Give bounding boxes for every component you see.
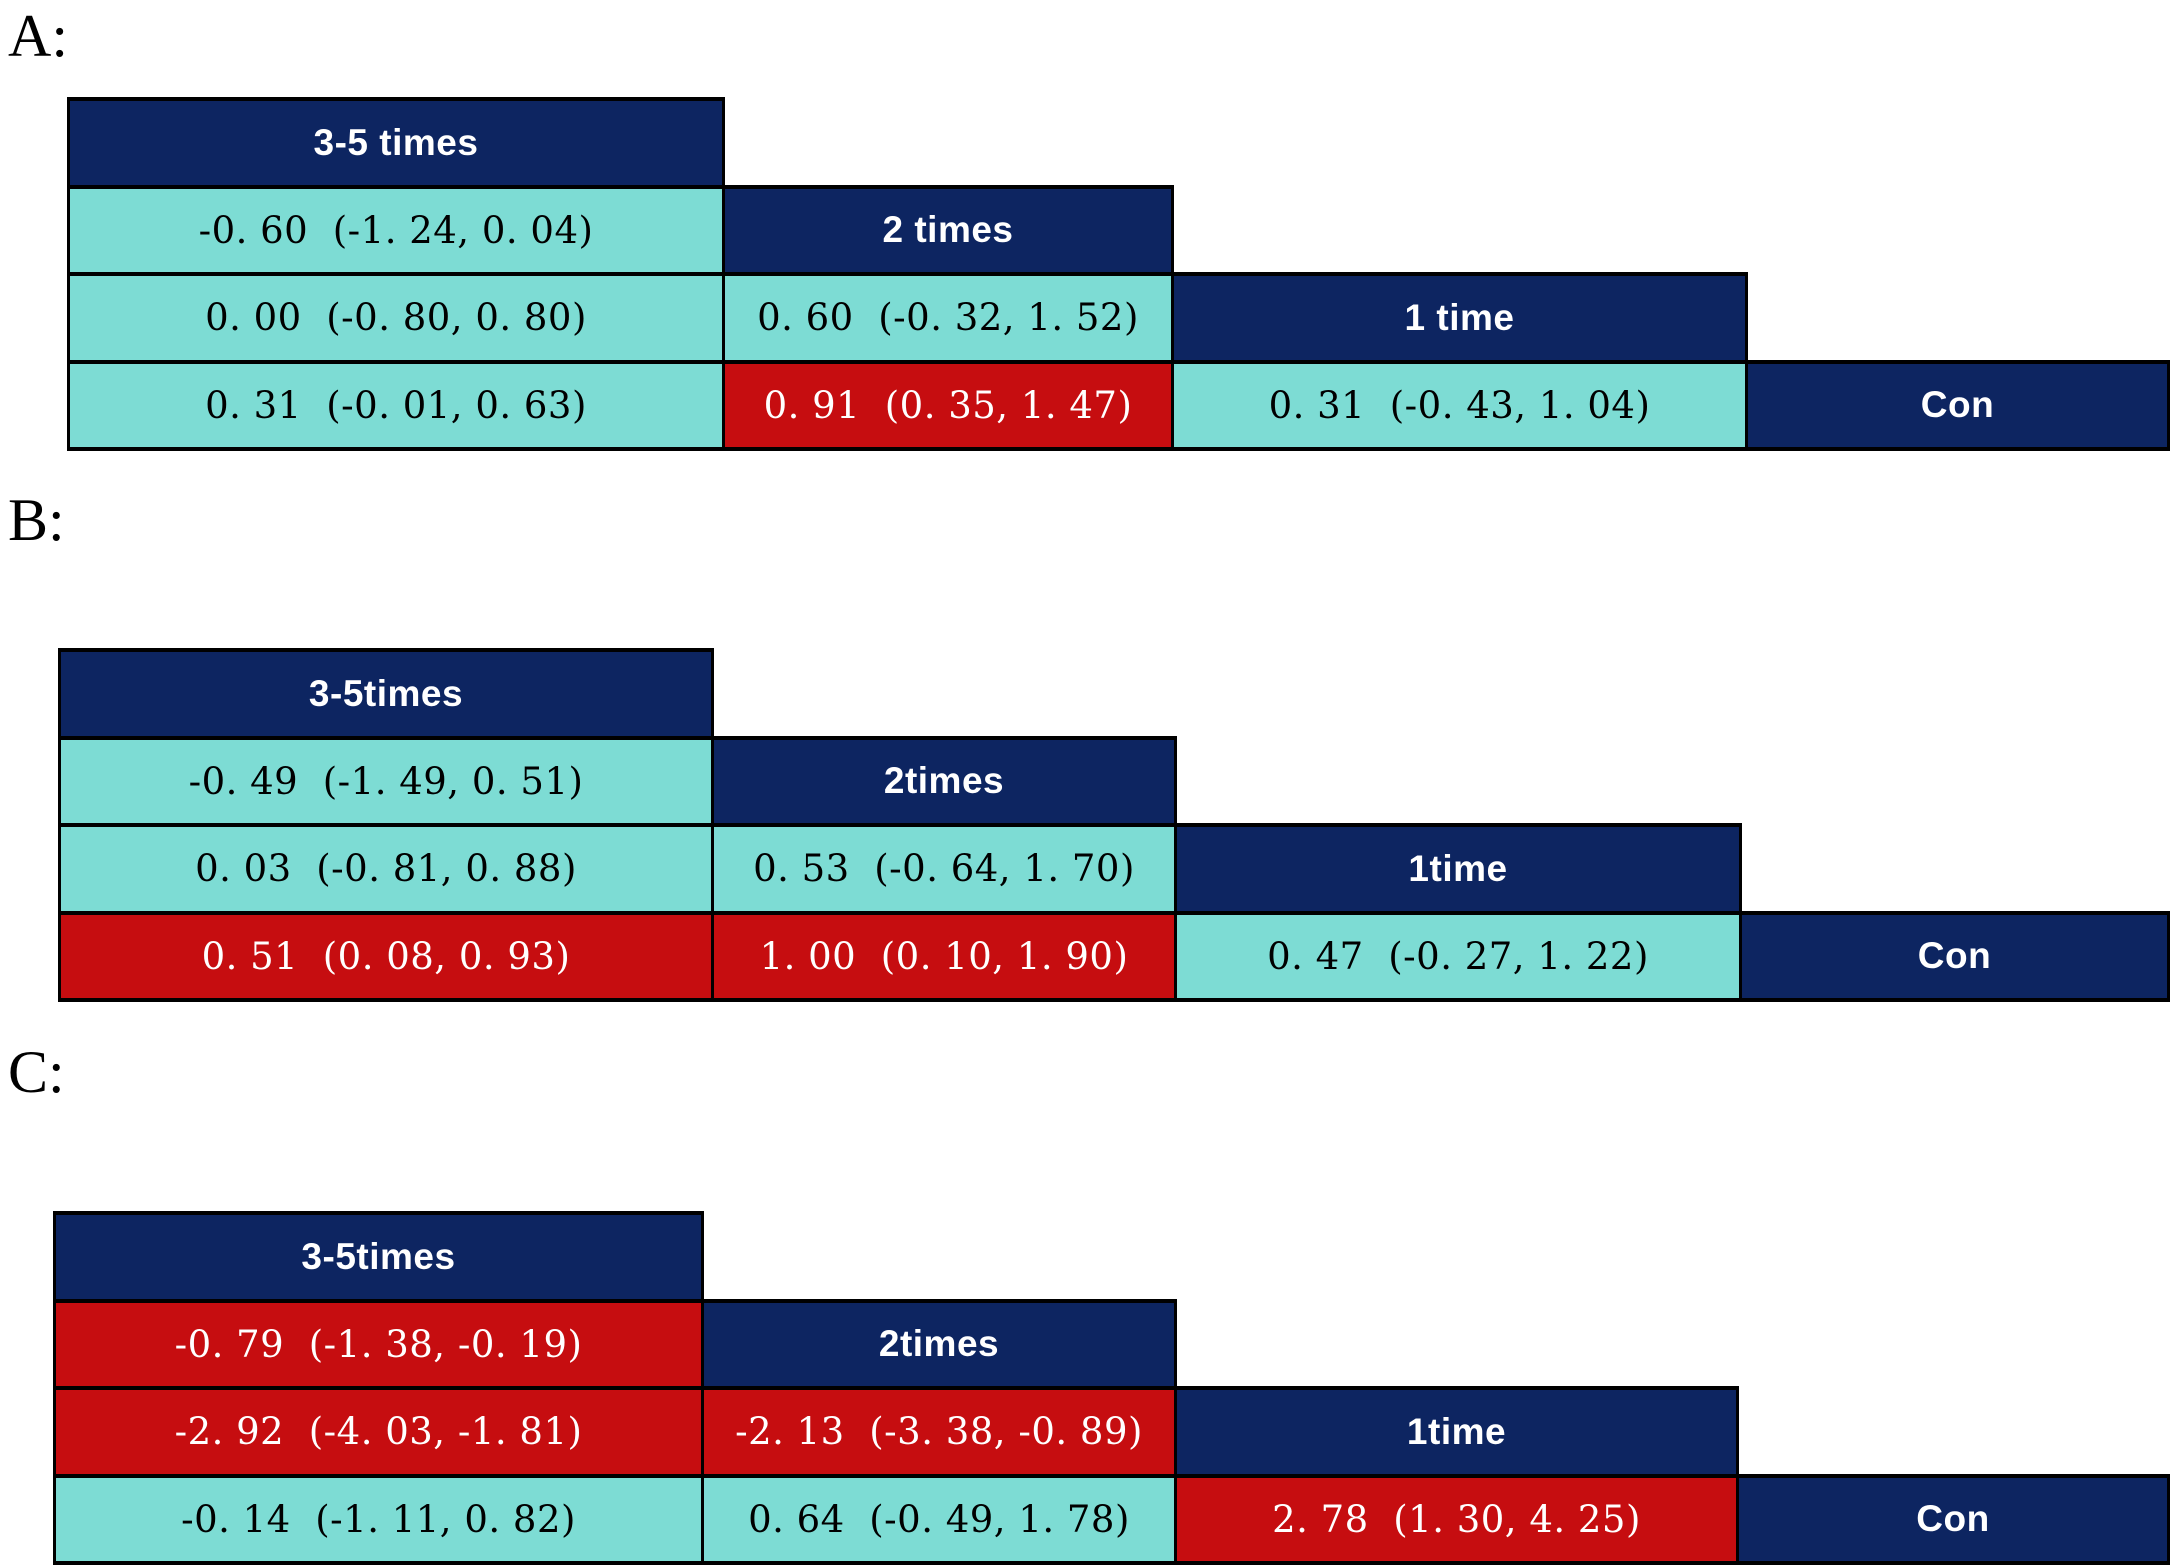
treatment-header-cell: 2 times (722, 184, 1174, 276)
effect-estimate-cell: -2. 92 (-4. 03, -1. 81) (53, 1386, 704, 1478)
treatment-header-cell: Con (1736, 1473, 2170, 1565)
panel-a-league-table: 3-5 times -0. 60 (-1. 24, 0. 04) 2 times 0.… (67, 97, 2170, 451)
league-table-row: 3-5times (58, 648, 2169, 740)
league-table-row: 3-5 times (67, 97, 2169, 189)
effect-estimate-cell: 1. 00 (0. 10, 1. 90) (711, 910, 1177, 1002)
treatment-header-cell: 1time (1174, 1386, 1739, 1478)
effect-estimate-cell: 0. 00 (-0. 80, 0. 80) (67, 272, 725, 364)
treatment-header-cell: 2times (711, 735, 1177, 827)
panel-c-label: C: (8, 1039, 65, 1105)
effect-estimate-cell: 0. 31 (-0. 43, 1. 04) (1171, 359, 1748, 451)
panel-a-label: A: (8, 3, 68, 69)
treatment-header-cell: 1time (1174, 823, 1742, 915)
effect-estimate-cell: -0. 14 (-1. 11, 0. 82) (53, 1473, 704, 1565)
effect-estimate-cell: -0. 49 (-1. 49, 0. 51) (58, 735, 714, 827)
effect-estimate-cell: 0. 31 (-0. 01, 0. 63) (67, 359, 725, 451)
treatment-header-cell: 3-5 times (67, 97, 725, 189)
effect-estimate-cell: 0. 47 (-0. 27, 1. 22) (1174, 910, 1742, 1002)
treatment-header-cell: 3-5times (53, 1211, 704, 1303)
league-table-row: 3-5times (53, 1211, 2169, 1303)
effect-estimate-cell: 0. 60 (-0. 32, 1. 52) (722, 272, 1174, 364)
effect-estimate-cell: 0. 53 (-0. 64, 1. 70) (711, 823, 1177, 915)
league-table-row: -2. 92 (-4. 03, -1. 81) -2. 13 (-3. 38, -… (53, 1386, 2169, 1478)
league-table-row: 0. 31 (-0. 01, 0. 63) 0. 91 (0. 35, 1. 47… (67, 359, 2170, 451)
treatment-header-cell: 3-5times (58, 648, 714, 740)
treatment-header-cell: 1 time (1171, 272, 1748, 364)
panel-b-league-table: 3-5times -0. 49 (-1. 49, 0. 51) 2times 0. 0… (58, 648, 2170, 1002)
league-table-row: 0. 51 (0. 08, 0. 93) 1. 00 (0. 10, 1. 90)… (58, 910, 2170, 1002)
effect-estimate-cell: 0. 03 (-0. 81, 0. 88) (58, 823, 714, 915)
league-table-row: 0. 00 (-0. 80, 0. 80) 0. 60 (-0. 32, 1. 5… (67, 272, 2169, 364)
effect-estimate-cell: -2. 13 (-3. 38, -0. 89) (701, 1386, 1177, 1478)
treatment-header-cell: 2times (701, 1298, 1177, 1390)
effect-estimate-cell: 0. 51 (0. 08, 0. 93) (58, 910, 714, 1002)
league-table-row: -0. 60 (-1. 24, 0. 04) 2 times (67, 184, 2169, 276)
treatment-header-cell: Con (1739, 910, 2170, 1002)
league-table-row: -0. 49 (-1. 49, 0. 51) 2times (58, 735, 2169, 827)
panel-b-label: B: (8, 487, 65, 553)
treatment-header-cell: Con (1745, 359, 2170, 451)
effect-estimate-cell: 2. 78 (1. 30, 4. 25) (1174, 1473, 1739, 1565)
effect-estimate-cell: -0. 60 (-1. 24, 0. 04) (67, 184, 725, 276)
effect-estimate-cell: 0. 91 (0. 35, 1. 47) (722, 359, 1174, 451)
league-table-row: 0. 03 (-0. 81, 0. 88) 0. 53 (-0. 64, 1. 7… (58, 823, 2169, 915)
effect-estimate-cell: 0. 64 (-0. 49, 1. 78) (701, 1473, 1177, 1565)
panel-c-league-table: 3-5times -0. 79 (-1. 38, -0. 19) 2times -2.… (53, 1211, 2170, 1565)
league-table-row: -0. 14 (-1. 11, 0. 82) 0. 64 (-0. 49, 1. … (53, 1473, 2170, 1565)
league-table-row: -0. 79 (-1. 38, -0. 19) 2times (53, 1298, 2169, 1390)
effect-estimate-cell: -0. 79 (-1. 38, -0. 19) (53, 1298, 704, 1390)
